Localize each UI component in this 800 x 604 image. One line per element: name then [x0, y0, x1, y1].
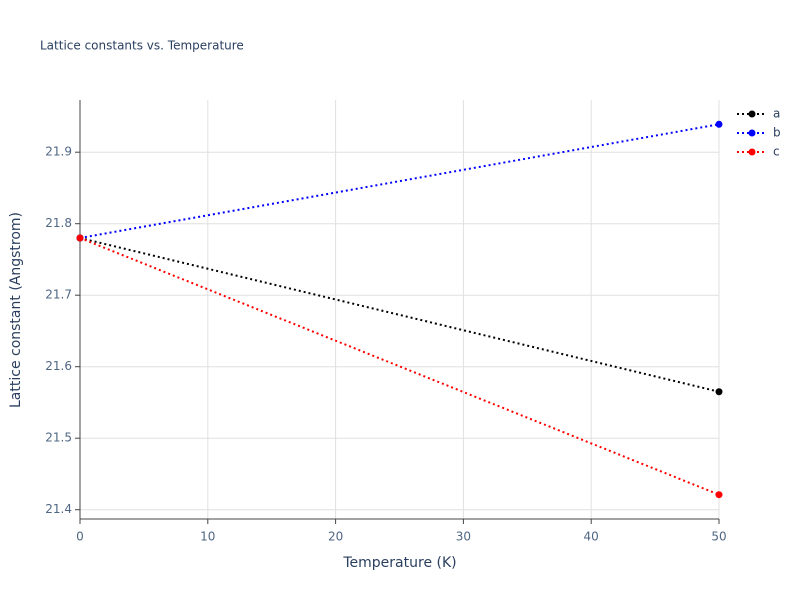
- legend-marker: [748, 110, 756, 118]
- x-tick-label: 40: [584, 530, 599, 544]
- x-tick-label: 50: [711, 530, 726, 544]
- data-point: [715, 120, 723, 128]
- legend-marker: [748, 148, 756, 156]
- legend-label: a: [773, 107, 780, 121]
- data-point: [715, 388, 723, 396]
- chart-title: Lattice constants vs. Temperature: [40, 39, 244, 53]
- y-tick-label: 21.5: [45, 431, 72, 445]
- data-line: [79, 237, 720, 393]
- data-line: [79, 123, 720, 239]
- x-tick-label: 30: [456, 530, 471, 544]
- x-tick-label: 0: [76, 530, 84, 544]
- x-tick-label: 10: [200, 530, 215, 544]
- y-tick-label: 21.9: [45, 145, 72, 159]
- y-tick-label: 21.7: [45, 288, 72, 302]
- legend-marker: [748, 129, 756, 137]
- x-tick-label: 20: [328, 530, 343, 544]
- y-tick-label: 21.4: [45, 502, 72, 516]
- y-tick-label: 21.8: [45, 216, 72, 230]
- legend-label: c: [773, 145, 780, 159]
- data-point: [76, 234, 84, 242]
- y-tick-label: 21.6: [45, 359, 72, 373]
- x-axis-title: Temperature (K): [342, 555, 456, 571]
- legend-label: b: [773, 126, 781, 140]
- data-point: [715, 491, 723, 499]
- y-axis-title: Lattice constant (Angstrom): [8, 212, 24, 408]
